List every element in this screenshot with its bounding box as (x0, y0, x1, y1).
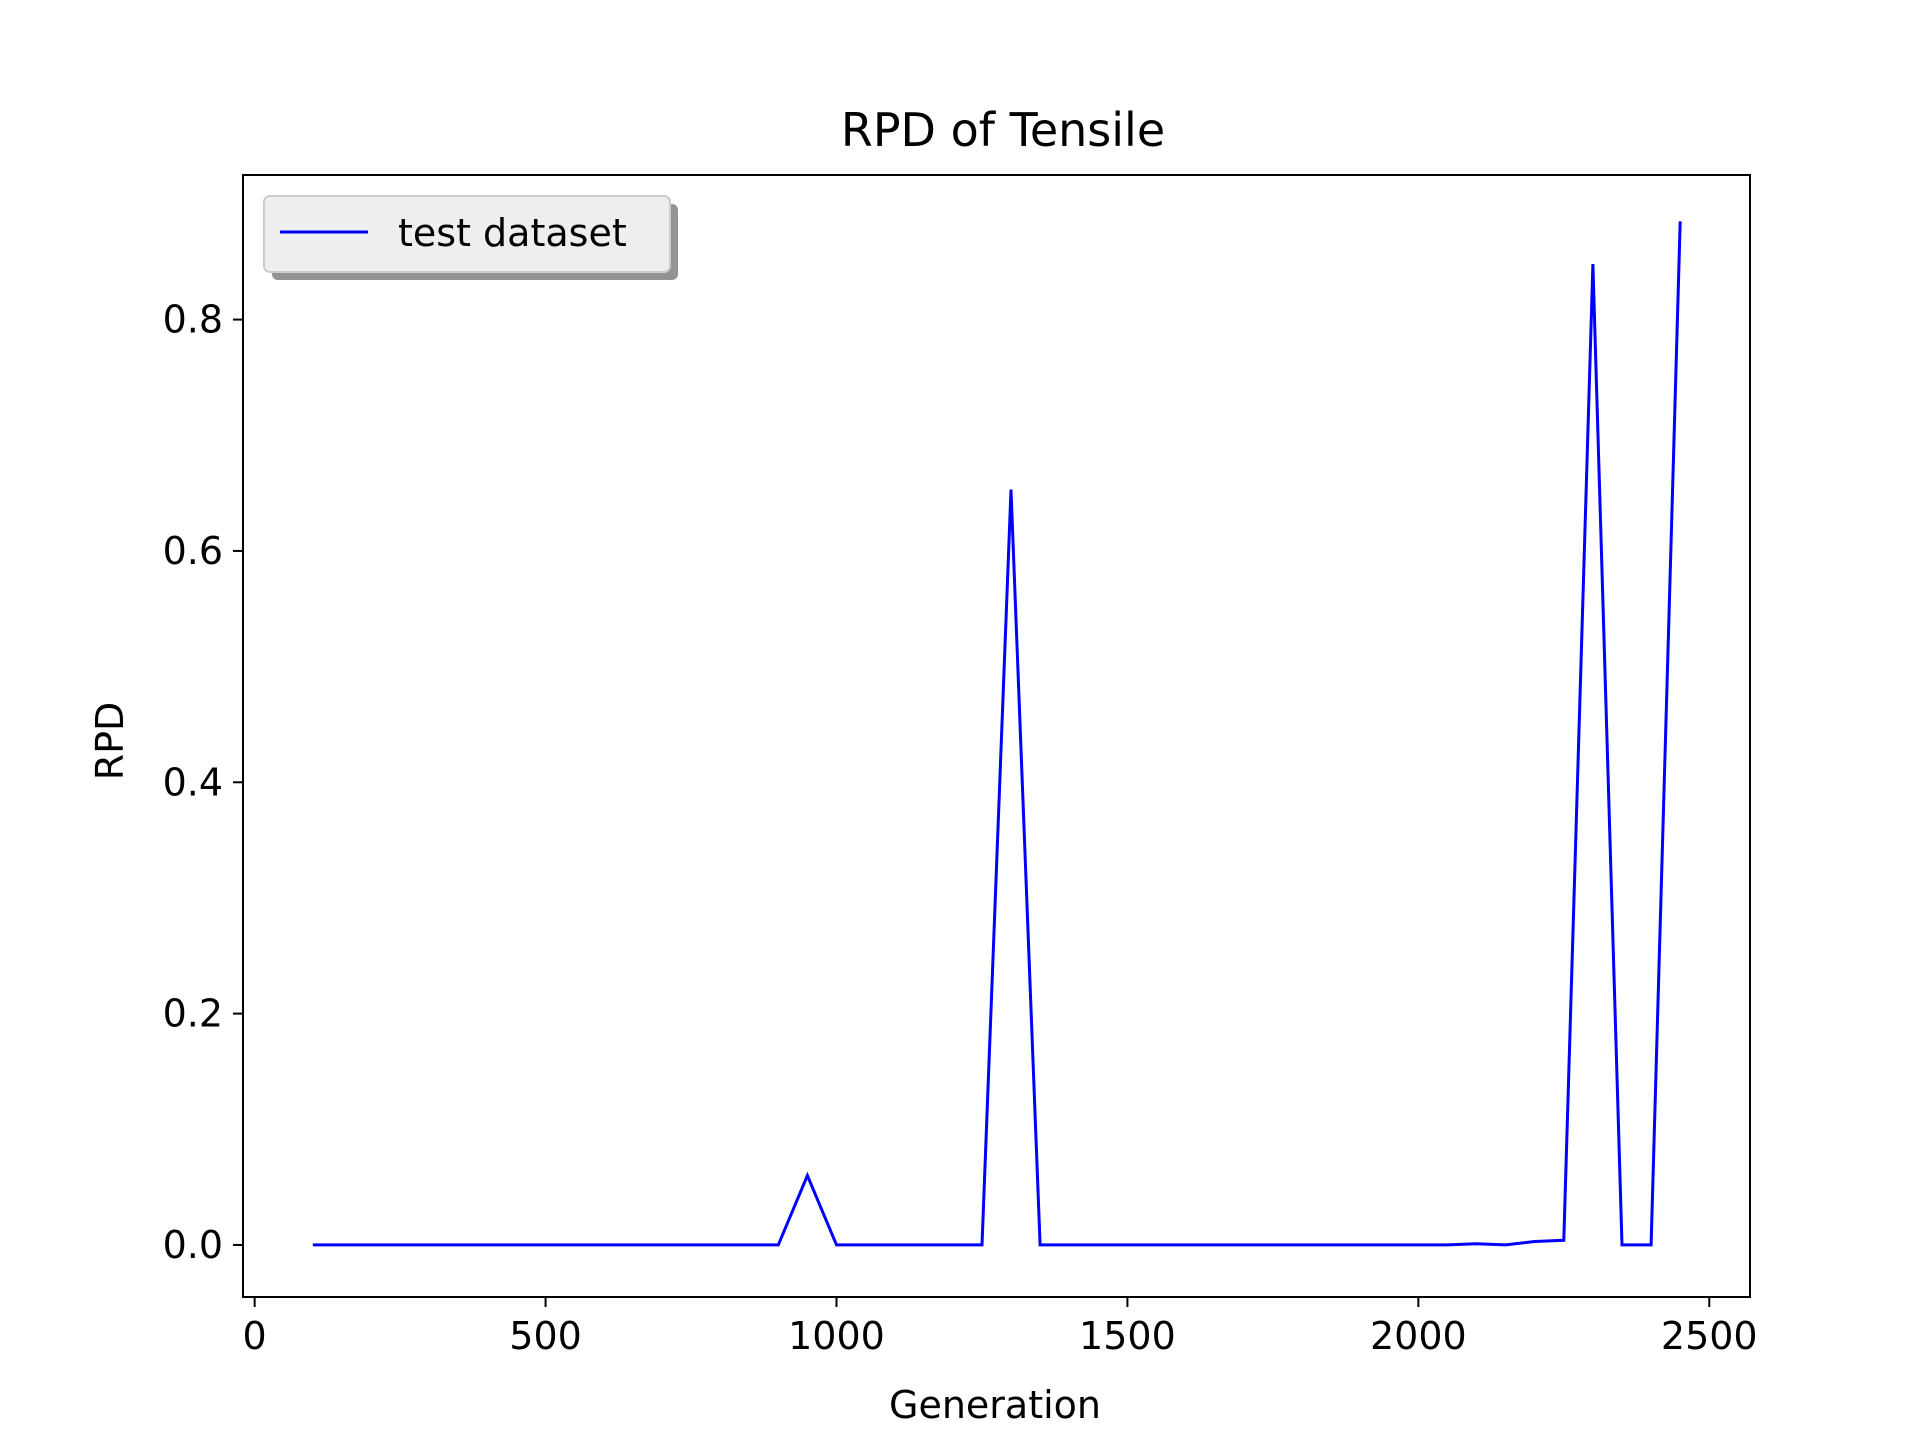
x-tick-label: 1500 (1079, 1314, 1176, 1358)
legend: test dataset (263, 195, 678, 280)
legend-label: test dataset (398, 211, 627, 255)
x-tick-label: 2000 (1370, 1314, 1467, 1358)
series-line-0 (312, 221, 1682, 1247)
y-tick-label: 0.6 (163, 529, 223, 573)
y-tick-label: 0.4 (163, 760, 223, 804)
y-tick-label: 0.0 (163, 1223, 223, 1267)
y-tick-label: 0.2 (163, 992, 223, 1036)
chart-title: RPD of Tensile (841, 103, 1165, 157)
x-axis-label: Generation (889, 1383, 1101, 1427)
axes-frame (242, 174, 1751, 1298)
x-tick-label: 2500 (1661, 1314, 1758, 1358)
y-axis-label: RPD (88, 702, 132, 781)
legend-box (263, 195, 671, 273)
plot-area (242, 174, 1751, 1298)
x-tick-label: 1000 (788, 1314, 885, 1358)
y-tick-label: 0.8 (163, 298, 223, 342)
y-axis-ticks: 0.0 0.2 0.4 0.6 0.8 (163, 298, 243, 1267)
x-axis-ticks: 0 500 1000 1500 2000 2500 (243, 1297, 1758, 1358)
x-tick-label: 0 (243, 1314, 267, 1358)
series-group (312, 221, 1682, 1247)
x-tick-label: 500 (509, 1314, 582, 1358)
